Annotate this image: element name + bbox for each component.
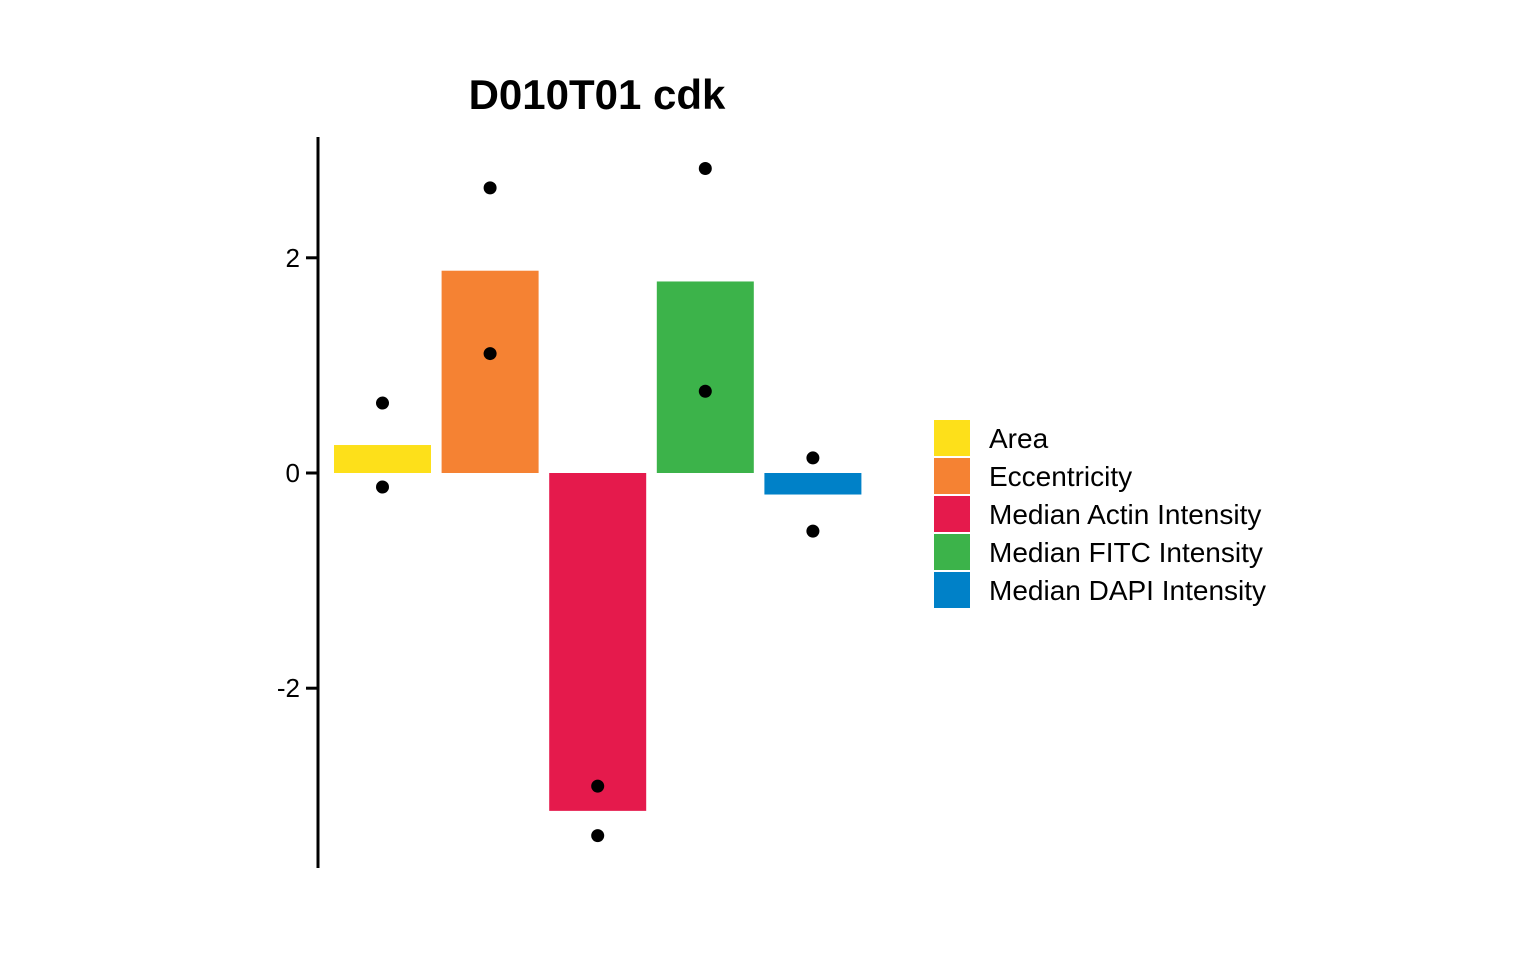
chart-title: D010T01 cdk	[469, 71, 726, 118]
y-tick-label: 2	[286, 243, 300, 273]
data-point	[698, 384, 712, 398]
data-point	[483, 347, 497, 361]
bars	[334, 270, 862, 811]
bar-median-actin-intensity	[549, 473, 647, 811]
bar-eccentricity	[441, 270, 539, 473]
legend: Area Eccentricity Median Actin Intensity Me…	[934, 420, 1266, 608]
legend-label: Area	[989, 423, 1049, 454]
legend-label: Median Actin Intensity	[989, 499, 1261, 530]
data-point	[591, 829, 605, 843]
bar-area	[334, 445, 431, 473]
legend-key	[934, 458, 970, 494]
data-point	[806, 451, 820, 465]
data-point	[376, 396, 389, 410]
legend-key	[934, 572, 970, 608]
y-tick-label: 0	[286, 458, 300, 488]
data-point	[806, 524, 820, 538]
y-axis-ticks: -2 0 2	[277, 243, 318, 703]
legend-label: Eccentricity	[989, 461, 1132, 492]
y-tick-label: -2	[277, 673, 300, 703]
legend-label: Median DAPI Intensity	[989, 575, 1266, 606]
legend-label: Median FITC Intensity	[989, 537, 1263, 568]
bar-median-dapi-intensity	[764, 473, 862, 495]
legend-key	[934, 534, 970, 570]
legend-key	[934, 420, 970, 456]
bar-median-fitc-intensity	[656, 281, 754, 473]
data-point	[376, 480, 389, 494]
data-point	[591, 779, 605, 793]
data-point	[698, 161, 712, 175]
points	[376, 161, 820, 843]
legend-key	[934, 496, 970, 532]
data-point	[483, 181, 497, 195]
